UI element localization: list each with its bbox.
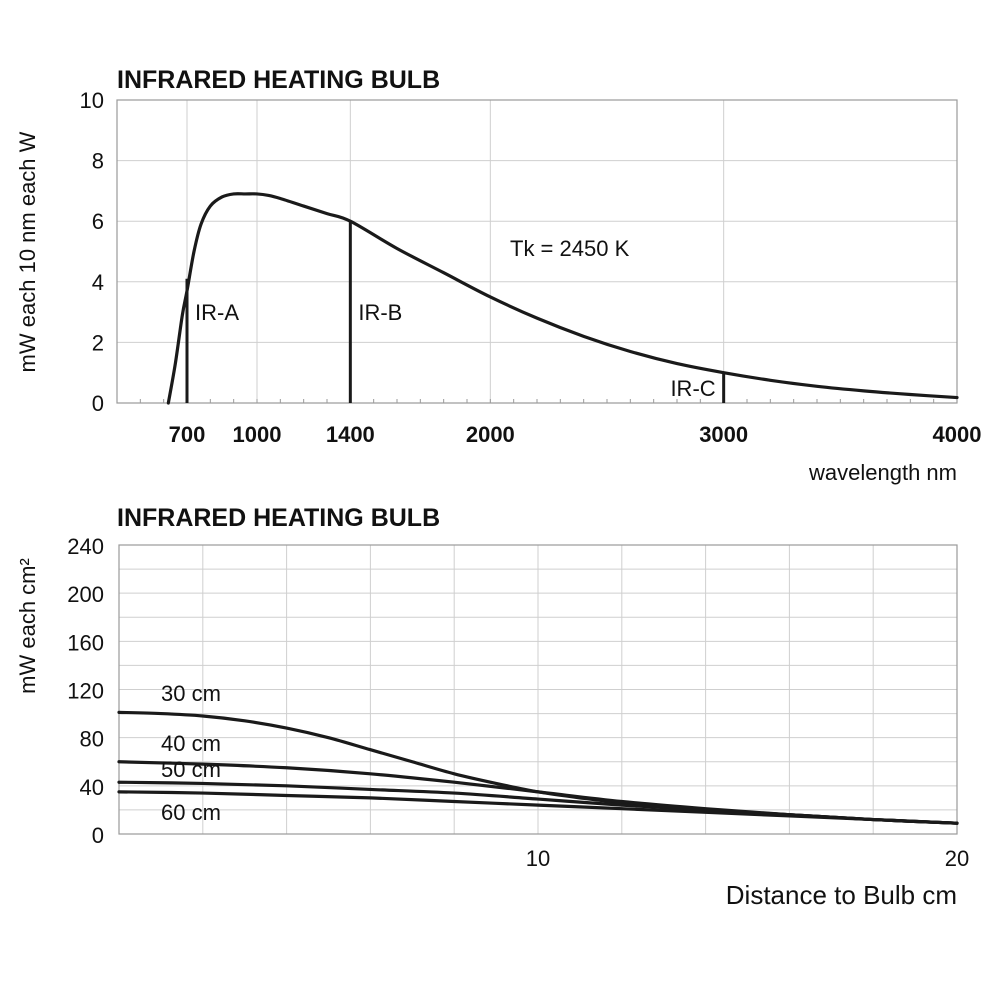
series-line-60-cm bbox=[117, 790, 959, 825]
distance-plot-frame bbox=[118, 544, 958, 835]
distance-title: INFRARED HEATING BULB bbox=[117, 504, 440, 532]
band-label-ir-c: IR-C bbox=[670, 376, 715, 401]
spectrum-x-tick-label: 4000 bbox=[933, 422, 982, 447]
distance-y-axis-label: mW each cm² bbox=[15, 558, 40, 694]
spectrum-y-tick-label: 4 bbox=[92, 270, 104, 295]
distance-y-tick-label: 40 bbox=[80, 775, 104, 800]
series-label-30-cm: 30 cm bbox=[161, 681, 221, 706]
distance-x-tick-label: 10 bbox=[526, 846, 550, 871]
spectrum-y-tick-label: 0 bbox=[92, 391, 104, 416]
spectrum-y-ticks: 0 2 4 6 8 10 bbox=[80, 88, 104, 416]
spectrum-y-axis-label: mW each 10 nm each W bbox=[15, 131, 40, 372]
band-label-ir-b: IR-B bbox=[358, 300, 402, 325]
distance-y-ticks: 0 40 80 120 160 200 240 bbox=[67, 534, 104, 848]
distance-gridlines bbox=[118, 544, 958, 835]
distance-series-lines bbox=[117, 710, 959, 825]
spectrum-y-tick-label: 2 bbox=[92, 330, 104, 355]
spectrum-chart: INFRARED HEATING BULB 0 2 4 6 8 10 700 1000 140… bbox=[15, 66, 981, 485]
spectrum-title: INFRARED HEATING BULB bbox=[117, 66, 440, 94]
distance-y-tick-label: 240 bbox=[67, 534, 104, 559]
temperature-annotation: Tk = 2450 K bbox=[510, 236, 630, 261]
distance-y-tick-label: 200 bbox=[67, 582, 104, 607]
band-label-ir-a: IR-A bbox=[195, 300, 239, 325]
distance-y-tick-label: 120 bbox=[67, 679, 104, 704]
spectrum-gridlines bbox=[116, 99, 958, 404]
spectrum-curve-line bbox=[166, 192, 959, 405]
distance-x-tick-label: 20 bbox=[945, 846, 969, 871]
spectrum-x-tick-label: 3000 bbox=[699, 422, 748, 447]
distance-y-tick-label: 80 bbox=[80, 727, 104, 752]
distance-x-axis-label: Distance to Bulb cm bbox=[726, 880, 957, 910]
spectrum-y-tick-label: 6 bbox=[92, 209, 104, 234]
series-label-40-cm: 40 cm bbox=[161, 731, 221, 756]
spectrum-x-tick-label: 700 bbox=[169, 422, 206, 447]
spectrum-x-tick-label: 1000 bbox=[233, 422, 282, 447]
distance-y-tick-label: 160 bbox=[67, 630, 104, 655]
series-label-60-cm: 60 cm bbox=[161, 800, 221, 825]
spectrum-x-tick-label: 1400 bbox=[326, 422, 375, 447]
spectrum-x-tick-label: 2000 bbox=[466, 422, 515, 447]
spectrum-x-axis-label: wavelength nm bbox=[808, 460, 957, 485]
distance-chart: INFRARED HEATING BULB 04080120160200240 … bbox=[15, 504, 969, 910]
spectrum-x-ticks: 700 1000 1400 2000 3000 4000 bbox=[169, 422, 982, 447]
distance-x-ticks: 10 20 bbox=[526, 846, 969, 871]
spectrum-plot-frame bbox=[116, 99, 958, 404]
series-label-50-cm: 50 cm bbox=[161, 757, 221, 782]
distance-y-tick-label: 0 bbox=[92, 823, 104, 848]
spectrum-y-tick-label: 8 bbox=[92, 149, 104, 174]
spectrum-y-tick-label: 10 bbox=[80, 88, 104, 113]
spectrum-band-markers: IR-A IR-B IR-C bbox=[185, 221, 726, 403]
